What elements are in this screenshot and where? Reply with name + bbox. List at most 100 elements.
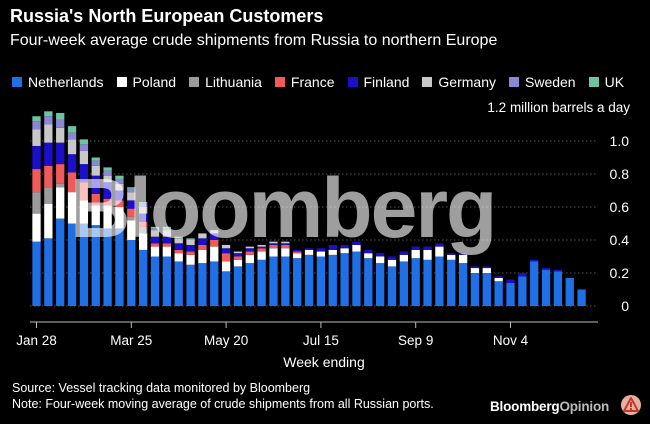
bar-uk xyxy=(91,157,100,161)
bar-finland xyxy=(435,243,444,247)
bar-germany xyxy=(245,246,254,249)
brand-opinion: Opinion xyxy=(559,399,610,414)
bar-poland xyxy=(56,187,65,219)
bar-netherlands xyxy=(565,277,574,306)
bar-poland xyxy=(447,254,456,260)
bar-france xyxy=(56,164,65,184)
bar-france xyxy=(150,243,160,247)
legend-item-france: France xyxy=(274,74,335,90)
bar-poland xyxy=(423,249,432,260)
bar-netherlands xyxy=(186,264,195,306)
bar-finland xyxy=(328,244,337,250)
bar-finland xyxy=(411,246,420,250)
bar-poland xyxy=(399,254,408,262)
bar-sweden xyxy=(79,144,89,151)
bar-sweden xyxy=(115,178,124,184)
x-tick-label: Mar 25 xyxy=(110,333,152,348)
bar-france xyxy=(91,193,100,206)
bar-netherlands xyxy=(541,269,551,306)
bar-sweden xyxy=(162,228,171,231)
bar-germany xyxy=(32,129,41,146)
bar-finland xyxy=(91,175,100,194)
bar-lithuania xyxy=(56,183,65,188)
chart-legend: Netherlands Poland Lithuania France Finland G… xyxy=(12,74,624,90)
bar-poland xyxy=(186,254,195,265)
bar-germany xyxy=(127,192,136,201)
bar-uk xyxy=(150,226,160,229)
bar-finland xyxy=(162,236,171,244)
bar-finland xyxy=(518,273,527,277)
bar-poland xyxy=(494,277,503,282)
bar-finland xyxy=(127,200,136,209)
bar-netherlands xyxy=(257,259,266,306)
bar-poland xyxy=(328,249,337,255)
bar-netherlands xyxy=(518,276,527,306)
bar-finland xyxy=(44,142,53,166)
bar-sweden xyxy=(150,228,160,231)
bar-uk xyxy=(186,238,195,240)
bar-finland xyxy=(541,268,551,270)
bar-sweden xyxy=(127,188,136,193)
bar-netherlands xyxy=(79,223,89,306)
bar-germany xyxy=(198,233,207,239)
bar-sweden xyxy=(103,170,112,176)
bar-netherlands xyxy=(281,256,290,306)
bar-uk xyxy=(127,187,136,189)
bar-finland xyxy=(210,233,219,240)
bar-france xyxy=(221,253,231,262)
bar-france xyxy=(186,251,195,255)
bar-france xyxy=(293,251,302,254)
bar-netherlands xyxy=(245,263,254,306)
bar-sweden xyxy=(91,160,100,166)
bar-uk xyxy=(44,111,53,117)
bar-netherlands xyxy=(44,238,53,306)
legend-swatch xyxy=(588,77,599,87)
legend-swatch xyxy=(12,77,22,87)
bar-poland xyxy=(67,192,77,224)
bar-poland xyxy=(221,261,231,272)
alert-icon[interactable] xyxy=(620,394,642,416)
bar-france xyxy=(115,200,124,207)
bar-netherlands xyxy=(494,281,503,306)
bar-netherlands xyxy=(127,240,136,306)
bar-netherlands xyxy=(482,273,491,306)
bar-sweden xyxy=(44,116,53,125)
bar-sweden xyxy=(67,132,77,140)
bar-germany xyxy=(233,251,243,254)
bar-germany xyxy=(103,175,112,183)
bar-netherlands xyxy=(293,258,302,306)
bar-poland xyxy=(79,200,89,224)
bar-france xyxy=(210,240,219,247)
bar-netherlands xyxy=(103,228,112,306)
bar-finland xyxy=(257,246,266,249)
bar-sweden xyxy=(56,119,65,128)
bar-france xyxy=(245,251,254,255)
bar-netherlands xyxy=(458,263,468,306)
bar-poland xyxy=(103,205,112,229)
bar-finland xyxy=(494,276,503,278)
bar-netherlands xyxy=(56,218,65,306)
chart-subtitle: Four-week average crude shipments from R… xyxy=(10,32,498,49)
bar-germany xyxy=(257,244,266,247)
bar-poland xyxy=(304,249,314,255)
legend-item-netherlands: Netherlands xyxy=(12,74,104,90)
legend-label: Netherlands xyxy=(28,74,104,90)
bar-poland xyxy=(387,259,397,267)
bar-lithuania xyxy=(127,216,136,221)
bar-france xyxy=(103,198,112,206)
bar-poland xyxy=(340,248,349,254)
bar-netherlands xyxy=(387,266,397,306)
bar-finland xyxy=(115,190,124,201)
bar-finland xyxy=(352,241,361,245)
bar-netherlands xyxy=(115,228,124,306)
bar-netherlands xyxy=(91,225,100,306)
bar-uk xyxy=(67,126,77,133)
bar-finland xyxy=(423,246,432,250)
bar-finland xyxy=(553,269,563,272)
bar-finland xyxy=(470,266,480,269)
bar-finland xyxy=(340,244,349,249)
bar-uk xyxy=(139,202,148,204)
bar-netherlands xyxy=(233,266,243,306)
y-tick-label: 0.8 xyxy=(610,166,630,182)
